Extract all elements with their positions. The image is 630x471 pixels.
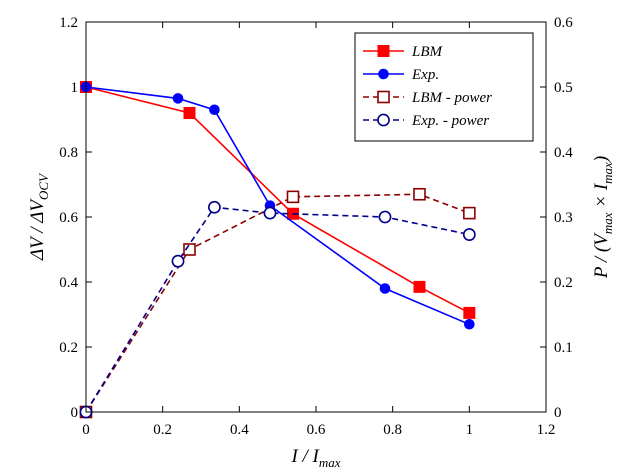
x-tick-label: 0.6 — [307, 422, 326, 438]
data-point — [462, 228, 476, 241]
data-point — [464, 318, 475, 330]
legend-label: Exp. - power — [411, 113, 489, 129]
legend-label: Exp. — [411, 67, 439, 83]
data-point — [413, 280, 426, 293]
y-left-tick-label: 0.4 — [59, 275, 78, 291]
y-right-tick-label: 0.4 — [554, 145, 573, 161]
legend-label: LBM - power — [411, 90, 492, 106]
y-left-tick-label: 0.2 — [59, 340, 78, 356]
y-left-axis-title: ΔV / ΔVOCV — [27, 172, 51, 261]
series-layer — [79, 81, 476, 419]
data-point — [263, 206, 277, 220]
y-left-tick-label: 0.8 — [59, 145, 78, 161]
y-left-tick-label: 1.2 — [59, 15, 78, 31]
data-point — [208, 200, 221, 214]
data-point — [183, 107, 196, 119]
data-point — [171, 254, 185, 268]
y-right-axis-title: P / (Vmax × Imax) — [591, 156, 615, 279]
data-point — [378, 210, 392, 224]
x-tick-label: 1.2 — [537, 422, 556, 438]
series-line — [85, 86, 470, 326]
x-tick-label: 0 — [82, 422, 90, 438]
data-point — [379, 283, 391, 294]
x-tick-label: 0.2 — [153, 422, 172, 438]
data-point — [463, 206, 476, 220]
legend-marker — [377, 113, 390, 127]
x-axis-title: I / Imax — [290, 446, 340, 470]
x-tick-label: 1 — [466, 422, 474, 438]
x-tick-label: 0.8 — [383, 422, 402, 438]
legend-entry: LBM - power — [363, 90, 492, 106]
series-3 — [79, 200, 476, 419]
y-left-tick-label: 1 — [71, 80, 79, 96]
ticks-layer: 0 0.2 0.4 0.6 0.8 1 1.200.20.40.60.811.200.10.… — [59, 15, 573, 438]
legend-label: LBM — [411, 44, 444, 60]
data-point — [172, 93, 184, 104]
data-point — [286, 190, 300, 204]
x-tick-label: 0.4 — [230, 422, 249, 438]
data-point — [209, 104, 220, 116]
series-line — [85, 193, 470, 413]
data-point — [463, 306, 476, 319]
y-right-tick-label: 0.3 — [554, 210, 573, 226]
y-right-tick-label: 0.1 — [554, 340, 573, 356]
legend-entry: Exp. — [363, 67, 439, 83]
legend-marker — [377, 90, 390, 104]
y-right-tick-label: 0 — [554, 405, 562, 421]
legend-marker — [377, 45, 390, 57]
y-left-tick-label: 0.6 — [59, 210, 78, 226]
legend-entry: LBM — [363, 44, 444, 60]
data-point — [183, 243, 196, 256]
plot-frame — [85, 21, 547, 413]
legend: LBM Exp. LBM - power Exp. - power — [354, 32, 534, 142]
y-left-tick-label: 0 — [71, 405, 79, 421]
y-right-tick-label: 0.2 — [554, 275, 573, 291]
y-right-tick-label: 0.5 — [554, 80, 573, 96]
legend-entries: LBM Exp. LBM - power Exp. - power — [363, 44, 492, 129]
y-right-tick-label: 0.6 — [554, 15, 573, 31]
data-point — [413, 187, 426, 201]
series-line — [85, 206, 470, 413]
legend-entry: Exp. - power — [363, 113, 489, 129]
legend-marker — [378, 68, 389, 80]
